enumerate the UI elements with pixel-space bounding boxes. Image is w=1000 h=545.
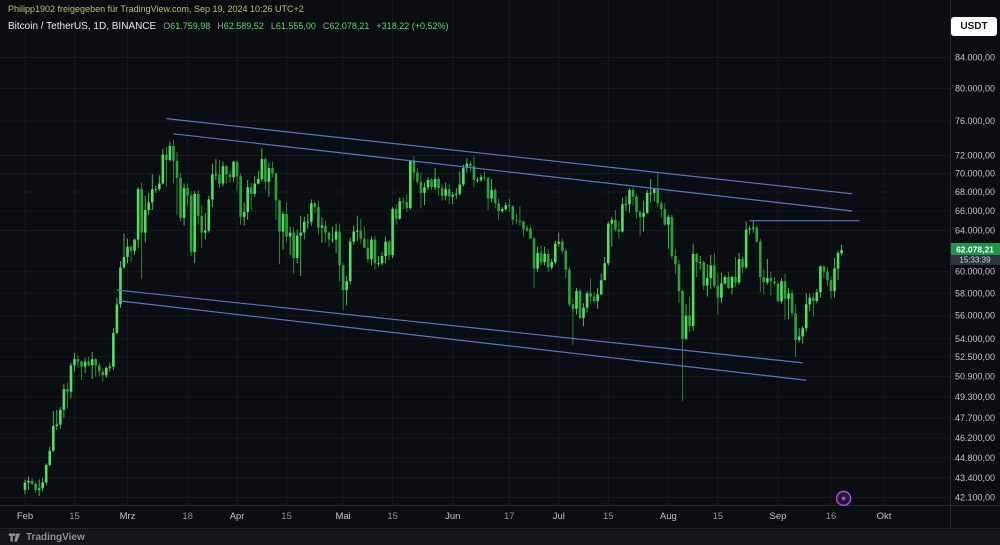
symbol-legend[interactable]: Bitcoin / TetherUS, 1D, BINANCE O 61.759,… [8, 21, 448, 32]
price-tick-label: 80.000,00 [955, 83, 995, 93]
tradingview-logo-text[interactable]: TradingView [26, 531, 85, 543]
event-marker-icon[interactable] [835, 490, 852, 507]
price-tick-label: 42.100,00 [955, 492, 995, 502]
price-tick-label: 54.000,00 [955, 334, 995, 344]
low-label: L [270, 21, 276, 31]
time-tick-label: 15 [281, 511, 292, 522]
price-tick-label: 70.000,00 [955, 168, 995, 178]
tradingview-logo-icon[interactable] [8, 531, 21, 544]
high-label: H [217, 21, 224, 31]
ohlc-low: L 61.555,00 [271, 21, 316, 31]
ohlc-close: C 62.078,21 [323, 21, 370, 31]
price-tick-label: 76.000,00 [955, 116, 995, 126]
time-tick-label: Feb [17, 511, 33, 522]
time-tick-label: Mrz [120, 511, 136, 522]
price-tick-label: 43.400,00 [955, 473, 995, 483]
time-tick-label: Aug [660, 511, 677, 522]
time-tick-label: 15 [603, 511, 614, 522]
time-tick-label: Apr [230, 511, 245, 522]
price-tick-label: 52.500,00 [955, 352, 995, 362]
shared-by-watermark: Philipp1902 freigegeben für TradingView.… [8, 4, 304, 14]
ohlc-high: H 62.589,52 [217, 21, 264, 31]
time-tick-label: 18 [182, 511, 193, 522]
grid-lines [0, 0, 950, 505]
time-tick-label: 15 [69, 511, 80, 522]
time-tick-label: Sep [770, 511, 787, 522]
price-tick-label: 56.000,00 [955, 311, 995, 321]
ohlc-open: O 61.759,98 [163, 21, 210, 31]
price-tick-label: 46.200,00 [955, 433, 995, 443]
open-value: 61.759,98 [170, 21, 211, 31]
open-label: O [163, 21, 171, 31]
channel-bottom-inner[interactable] [116, 289, 803, 364]
time-tick-label: 15 [713, 511, 724, 522]
time-tick-label: Jul [553, 511, 565, 522]
price-tick-label: 58.000,00 [955, 288, 995, 298]
price-tick-label: 64.000,00 [955, 226, 995, 236]
price-tick-label: 47.700,00 [955, 413, 995, 423]
trendline-drawings[interactable] [116, 118, 860, 381]
price-tick-label: 72.000,00 [955, 151, 995, 161]
price-tick-label: 84.000,00 [955, 52, 995, 62]
time-tick-label: Jun [445, 511, 460, 522]
low-value: 61.555,00 [275, 21, 316, 31]
channel-bottom-outer[interactable] [120, 300, 807, 381]
high-value: 62.589,52 [223, 21, 264, 31]
time-tick-label: 15 [387, 511, 398, 522]
currency-toggle-button[interactable]: USDT [951, 17, 997, 36]
bar-countdown-timer: 15:33:39 [959, 256, 991, 265]
channel-top-outer[interactable] [166, 118, 853, 195]
countdown-background [951, 255, 1000, 266]
axes[interactable]: 84.000,00 80.000,00 76.000,00 72.000,00 70.0… [0, 0, 1000, 528]
close-label: C [322, 21, 330, 31]
change-value: +318,22 (+0,52%) [376, 21, 449, 31]
price-tick-label: 50.900,00 [955, 371, 995, 381]
time-tick-label: 16 [826, 511, 837, 522]
last-price-value: 62.078,21 [956, 245, 994, 255]
price-tick-label: 60.000,00 [955, 267, 995, 277]
price-tick-label: 49.300,00 [955, 392, 995, 402]
price-tick-label: 66.000,00 [955, 206, 995, 216]
time-tick-label: Okt [877, 511, 892, 522]
price-tick-label: 68.000,00 [955, 187, 995, 197]
price-tick-label: 44.800,00 [955, 453, 995, 463]
close-value: 62.078,21 [329, 21, 370, 31]
candlestick-series [23, 139, 843, 496]
channel-top-inner[interactable] [173, 133, 853, 212]
symbol-title[interactable]: Bitcoin / TetherUS, 1D, BINANCE [8, 21, 157, 32]
bottom-bar: TradingView [0, 528, 1000, 545]
time-tick-label: 17 [504, 511, 515, 522]
time-tick-label: Mai [335, 511, 350, 522]
